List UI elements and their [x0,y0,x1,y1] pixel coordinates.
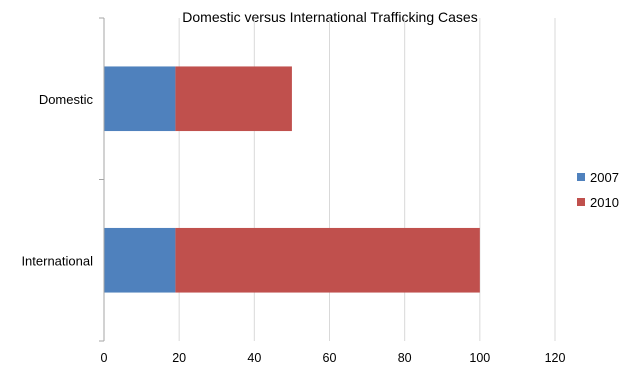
category-label: International [21,253,93,268]
x-tick-label: 0 [101,351,108,365]
x-tick-label: 100 [469,351,490,365]
category-labels: Domestic International [21,92,93,269]
x-tick-label: 40 [247,351,261,365]
bar-2007-domestic [104,66,176,132]
x-tick-labels: 0 20 40 60 80 100 120 [101,351,566,365]
legend-swatch [577,173,585,181]
chart-title: Domestic versus International Traffickin… [182,9,477,25]
bar-2007-international [104,227,176,293]
x-tick-label: 80 [398,351,412,365]
bars [104,66,480,293]
axes [99,17,105,342]
x-tick-label: 120 [545,351,566,365]
category-label: Domestic [39,92,94,107]
legend: 2007 2010 [577,170,619,210]
legend-swatch [577,198,585,206]
legend-label: 2007 [590,170,619,185]
bar-2010-international [175,227,480,293]
bar-2010-domestic [175,66,292,132]
x-tick-label: 20 [172,351,186,365]
legend-label: 2010 [590,195,619,210]
x-tick-label: 60 [323,351,337,365]
